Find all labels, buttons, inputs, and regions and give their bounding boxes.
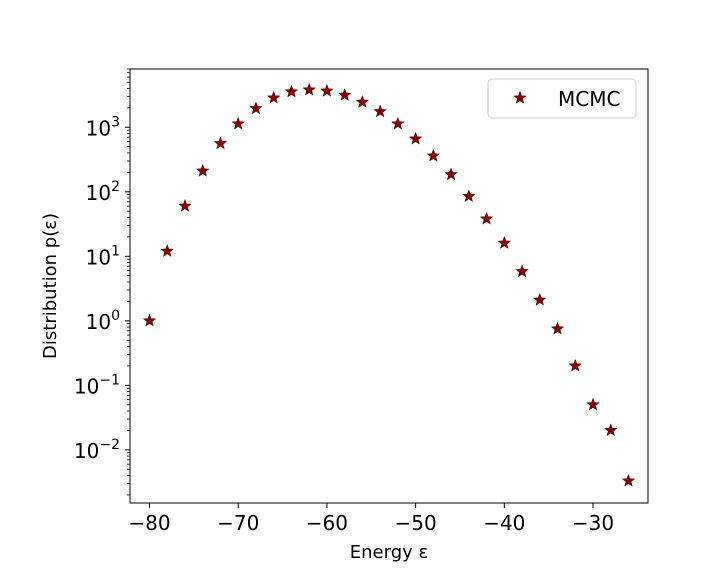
data-point — [320, 83, 334, 97]
data-point — [408, 131, 423, 145]
data-point — [178, 199, 192, 212]
data-point — [266, 90, 281, 104]
y-axis-label: Distribution p(ε) — [40, 213, 61, 359]
y-tick-label: 10−1 — [74, 372, 120, 398]
data-point — [337, 88, 352, 101]
y-tick-label: 10−2 — [74, 437, 120, 463]
plot-area — [129, 68, 649, 504]
data-point — [373, 104, 387, 118]
data-point — [586, 397, 600, 411]
data-point — [621, 473, 636, 487]
data-markers — [142, 82, 636, 487]
legend-star-icon — [513, 90, 527, 104]
data-point — [497, 236, 512, 249]
y-axis-ticks: 10−2 10−1 100 101 102 103 — [74, 68, 130, 496]
legend-label: MCMC — [558, 87, 620, 111]
data-point — [160, 244, 174, 257]
data-point — [533, 292, 547, 306]
legend-box — [487, 78, 637, 119]
x-tick-label: −30 — [572, 511, 614, 535]
data-point — [249, 101, 263, 115]
data-point — [142, 313, 157, 327]
data-point — [479, 211, 494, 225]
data-point — [391, 116, 405, 130]
data-point — [231, 116, 245, 130]
data-point — [515, 264, 529, 278]
y-tick-label: 102 — [86, 179, 120, 205]
y-tick-label: 103 — [86, 114, 120, 140]
data-point — [213, 136, 228, 150]
x-tick-label: −60 — [306, 511, 348, 535]
data-point — [355, 95, 370, 108]
x-tick-label: −40 — [483, 511, 525, 535]
x-tick-label: −50 — [395, 511, 437, 535]
data-point — [604, 423, 618, 437]
y-tick-label: 100 — [86, 308, 120, 334]
data-point — [462, 189, 476, 203]
x-tick-label: −70 — [217, 511, 259, 535]
data-point — [568, 358, 582, 372]
legend-marker-star — [513, 90, 527, 104]
x-tick-label: −80 — [128, 511, 170, 535]
data-point — [196, 163, 210, 177]
x-axis-label: Energy ε — [350, 542, 428, 563]
data-point — [284, 84, 299, 98]
data-point — [302, 82, 316, 96]
data-point — [426, 148, 441, 162]
data-point — [444, 167, 458, 181]
legend: MCMC — [487, 78, 637, 119]
y-tick-label: 101 — [86, 243, 120, 269]
data-point — [550, 321, 565, 335]
x-axis-ticks: −80 −70 −60 −50 −40 −30 — [128, 503, 614, 535]
